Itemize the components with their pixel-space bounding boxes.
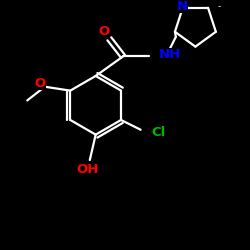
Text: O: O <box>34 77 46 90</box>
Text: OH: OH <box>77 163 99 176</box>
Text: N: N <box>177 0 188 13</box>
Text: NH: NH <box>159 48 182 61</box>
Text: O: O <box>99 26 110 38</box>
Text: Cl: Cl <box>152 126 166 139</box>
